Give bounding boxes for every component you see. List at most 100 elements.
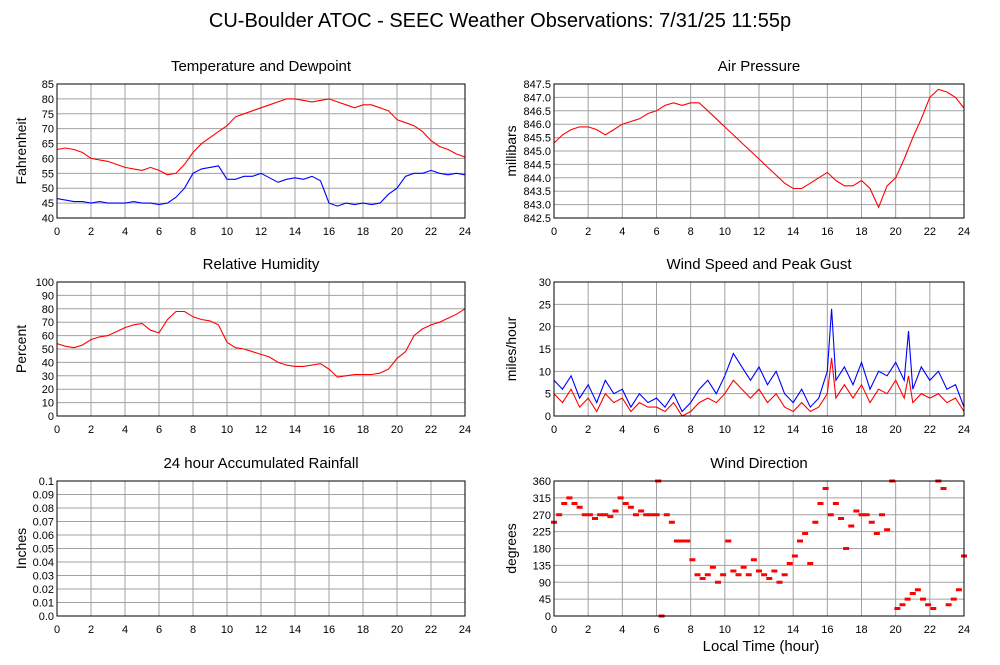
y-tick-label: 85 <box>42 79 54 91</box>
y-axis-label: Percent <box>13 325 29 373</box>
data-point <box>899 603 906 607</box>
data-point <box>863 513 870 517</box>
data-point <box>653 513 660 517</box>
data-point <box>643 513 650 517</box>
data-point <box>735 573 742 577</box>
data-point <box>786 562 793 565</box>
data-point <box>930 607 937 610</box>
x-tick-label: 4 <box>619 424 625 436</box>
series-line-2 <box>56 165 466 207</box>
data-point <box>638 509 645 513</box>
x-tick-label: 12 <box>753 624 765 636</box>
y-tick-label: 0.1 <box>39 476 54 488</box>
data-point <box>745 573 752 577</box>
x-tick-label: 22 <box>924 424 936 436</box>
x-tick-label: 10 <box>221 424 233 436</box>
data-point <box>920 597 926 601</box>
x-tick-label: 2 <box>88 424 94 436</box>
x-tick-label: 16 <box>323 226 335 238</box>
data-point <box>843 547 850 550</box>
y-tick-label: 844.5 <box>523 159 551 171</box>
y-tick-label: 100 <box>36 277 54 289</box>
x-tick-label: 22 <box>924 226 936 238</box>
x-tick-label: 0 <box>551 624 557 636</box>
y-tick-label: 0.05 <box>33 544 54 556</box>
data-point <box>822 487 829 490</box>
x-tick-label: 24 <box>459 226 471 238</box>
x-tick-label: 10 <box>719 424 731 436</box>
data-point <box>791 554 798 558</box>
chart-title: Wind Direction <box>710 455 808 472</box>
y-axis-label: miles/hour <box>503 316 519 381</box>
data-point <box>689 558 696 562</box>
x-tick-label: 20 <box>391 424 403 436</box>
data-point <box>622 502 629 505</box>
x-tick-label: 2 <box>585 424 591 436</box>
y-tick-label: 45 <box>42 198 54 210</box>
data-point <box>756 569 762 573</box>
data-point <box>668 520 675 524</box>
x-tick-label: 2 <box>88 226 94 238</box>
plot-frame <box>56 281 466 417</box>
plot-frame <box>553 480 965 617</box>
data-point <box>955 588 962 592</box>
y-tick-label: 315 <box>533 493 551 505</box>
plot-frame <box>56 480 466 617</box>
x-tick-label: 20 <box>890 226 902 238</box>
x-tick-label: 6 <box>156 424 162 436</box>
x-tick-label: 2 <box>585 226 591 238</box>
x-tick-label: 4 <box>122 424 128 436</box>
x-tick-label: 22 <box>425 226 437 238</box>
data-point <box>694 573 701 577</box>
x-tick-label: 0 <box>54 624 60 636</box>
data-point <box>612 509 619 513</box>
y-tick-label: 0.0 <box>39 611 54 623</box>
chart-panel-2: 0 2 4 6 8 10 12 14 16 18 20 22 24842.5843.0843.5844.… <box>503 58 970 238</box>
x-tick-label: 4 <box>122 624 128 636</box>
y-tick-label: 65 <box>42 139 54 151</box>
series-line-1 <box>56 98 466 176</box>
data-point <box>709 565 716 569</box>
data-point <box>597 513 604 517</box>
plot-frame <box>553 281 965 417</box>
x-tick-label: 20 <box>391 624 403 636</box>
x-tick-label: 6 <box>156 226 162 238</box>
x-tick-label: 10 <box>719 624 731 636</box>
x-tick-label: 22 <box>924 624 936 636</box>
x-tick-label: 24 <box>958 624 970 636</box>
y-tick-label: 0.02 <box>33 584 54 596</box>
data-point <box>633 513 639 517</box>
y-tick-label: 70 <box>42 317 54 329</box>
data-point <box>807 562 814 565</box>
y-tick-label: 50 <box>42 183 54 195</box>
data-point <box>679 539 686 543</box>
x-tick-label: 2 <box>585 624 591 636</box>
data-point <box>827 513 834 517</box>
data-point <box>607 515 614 519</box>
x-tick-label: 8 <box>190 226 196 238</box>
y-tick-label: 5 <box>545 389 551 401</box>
x-tick-label: 4 <box>619 624 625 636</box>
y-tick-label: 845.5 <box>523 133 551 145</box>
x-tick-label: 18 <box>855 226 867 238</box>
data-point <box>832 502 839 505</box>
y-tick-label: 0 <box>545 611 551 623</box>
x-tick-label: 16 <box>821 226 833 238</box>
data-point <box>904 597 911 601</box>
page-title: CU-Boulder ATOC - SEEC Weather Observati… <box>209 10 791 32</box>
chart-title: Relative Humidity <box>203 256 320 273</box>
y-tick-label: 135 <box>533 560 551 572</box>
y-tick-label: 0 <box>48 411 54 423</box>
y-axis-label: millibars <box>503 125 519 176</box>
data-point <box>894 607 901 610</box>
x-tick-label: 18 <box>357 624 369 636</box>
data-point <box>914 588 921 592</box>
series-line-2 <box>553 357 965 417</box>
x-tick-label: 14 <box>289 624 301 636</box>
x-axis-label: Local Time (hour) <box>703 638 820 655</box>
x-tick-label: 4 <box>619 226 625 238</box>
data-point <box>776 580 783 584</box>
x-tick-label: 8 <box>688 624 694 636</box>
data-point <box>868 520 875 524</box>
